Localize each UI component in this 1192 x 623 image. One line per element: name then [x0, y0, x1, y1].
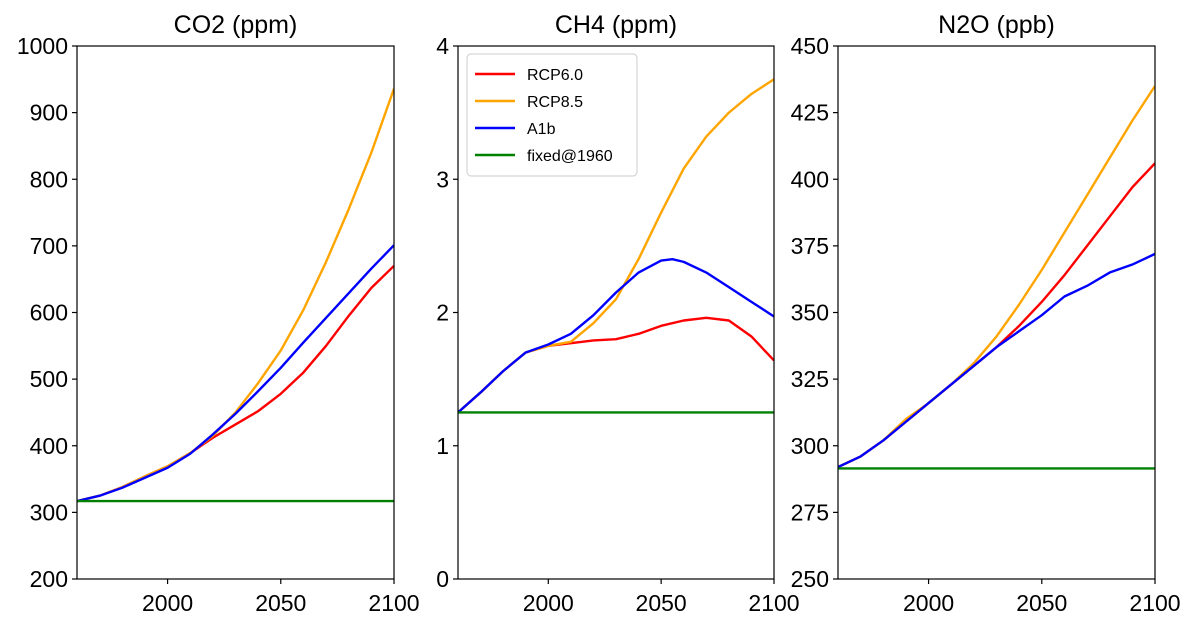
- chart-1-series-group: [77, 88, 394, 503]
- chart-2-title: CH4 (ppm): [555, 11, 677, 39]
- chart-1-ytick-label: 500: [30, 366, 68, 392]
- chart-3-series-a1b: [838, 252, 1155, 469]
- chart-2-series-a1b: [458, 258, 774, 414]
- chart-3-ytick-label: 275: [791, 499, 829, 525]
- chart-2-series-rcp6-0: [458, 316, 774, 414]
- chart-1-xtick-label: 2050: [255, 590, 306, 616]
- chart-3-axes-frame: [837, 45, 1156, 580]
- chart-3-series-rcp6-0: [838, 162, 1155, 469]
- chart-2-xtick-label: 2050: [636, 590, 687, 616]
- legend-label-a1b: A1b: [527, 121, 556, 138]
- chart-2-ytick-label: 1: [436, 433, 449, 459]
- chart-2-ytick-label: 3: [436, 166, 449, 192]
- chart-2-panel: CH4 (ppm) 0 1 2 3 4 2000 2050 2100 RCP6.0 RCP8.5 A1…: [436, 11, 799, 616]
- chart-1-ytick-label: 400: [30, 433, 68, 459]
- chart-3-title: N2O (ppb): [938, 11, 1055, 39]
- chart-2-legend-box: [466, 53, 638, 177]
- chart-2-xtick-label: 2100: [748, 590, 799, 616]
- chart-3-ytick-label: 425: [791, 100, 829, 126]
- chart-1-series-a1b: [77, 244, 394, 503]
- chart-1-axes-frame: [76, 45, 395, 580]
- legend-label-fixed-1960: fixed@1960: [527, 148, 613, 165]
- chart-1-panel: CO2 (ppm) 200 300 400 500 600 700 800 900 1000 200…: [17, 11, 420, 616]
- chart-3-ytick-label: 250: [791, 566, 829, 592]
- chart-1-xtick-label: 2100: [368, 590, 419, 616]
- chart-3-ytick-label: 375: [791, 233, 829, 259]
- chart-1-ytick-label: 1000: [17, 33, 68, 59]
- chart-1-xtick-label: 2000: [142, 590, 193, 616]
- chart-1-series-rcp6-0: [77, 264, 394, 503]
- chart-3-series-group: [838, 85, 1155, 470]
- chart-2-ytick-label: 0: [436, 566, 449, 592]
- chart-3-ytick-label: 450: [791, 33, 829, 59]
- chart-3-ytick-label: 400: [791, 166, 829, 192]
- chart-1-ytick-label: 900: [30, 100, 68, 126]
- chart-3-ytick-label: 350: [791, 300, 829, 326]
- chart-1-ytick-label: 700: [30, 233, 68, 259]
- legend-label-rcp6-0: RCP6.0: [527, 67, 583, 84]
- chart-3-xtick-label: 2000: [903, 590, 954, 616]
- chart-2-ytick-label: 4: [436, 33, 449, 59]
- chart-1-ytick-label: 300: [30, 499, 68, 525]
- chart-2-legend: RCP6.0 RCP8.5 A1b fixed@1960: [466, 53, 638, 177]
- chart-3-panel: N2O (ppb) 250 275 300 325 350 375 400 425 450 2000…: [791, 11, 1181, 616]
- chart-3-xtick-label: 2100: [1129, 590, 1180, 616]
- legend-label-rcp8-5: RCP8.5: [527, 94, 583, 111]
- chart-3-ytick-label: 325: [791, 366, 829, 392]
- chart-2-series-group: [458, 78, 774, 414]
- chart-1-ytick-label: 200: [30, 566, 68, 592]
- chart-1-title: CO2 (ppm): [174, 11, 298, 39]
- chart-2-xtick-label: 2000: [523, 590, 574, 616]
- chart-1-ytick-label: 800: [30, 166, 68, 192]
- chart-3-xtick-label: 2050: [1016, 590, 1067, 616]
- chart-3-series-rcp8-5: [838, 85, 1155, 469]
- chart-1-ytick-label: 600: [30, 300, 68, 326]
- chart-2-ytick-label: 2: [436, 300, 449, 326]
- chart-3-ytick-label: 300: [791, 433, 829, 459]
